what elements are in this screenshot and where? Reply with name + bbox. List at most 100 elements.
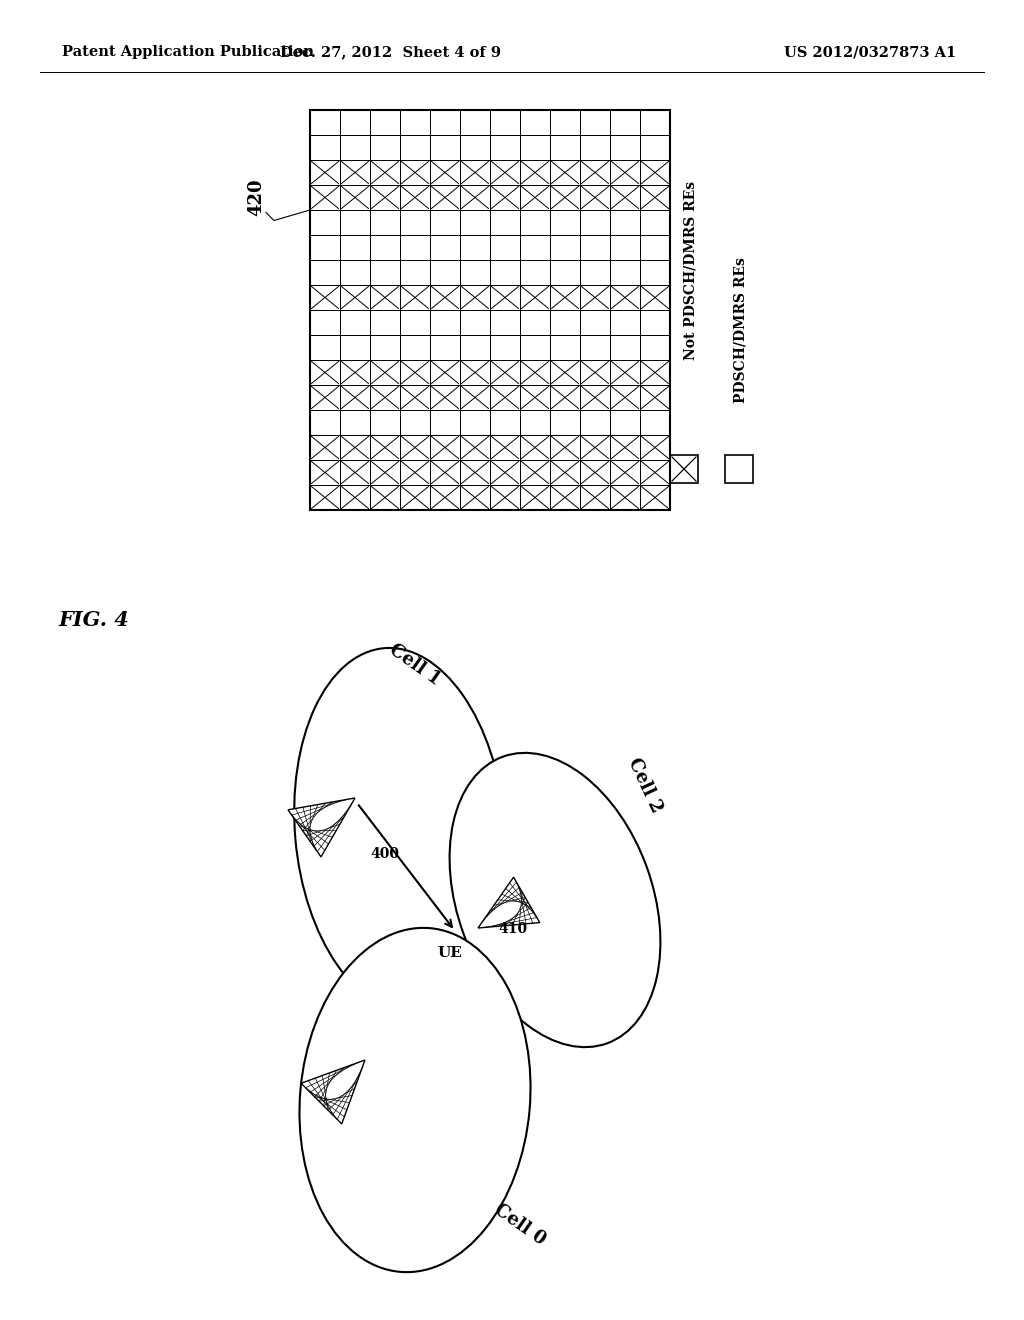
Bar	[310, 260, 340, 285]
Bar	[400, 335, 430, 360]
Bar	[640, 135, 670, 160]
Bar	[550, 135, 580, 160]
Text: Cell 1: Cell 1	[386, 642, 444, 689]
Bar	[340, 310, 370, 335]
Bar	[310, 436, 340, 459]
Bar	[520, 436, 550, 459]
Bar	[550, 411, 580, 436]
Bar	[490, 310, 520, 335]
Bar	[490, 411, 520, 436]
Bar	[610, 360, 640, 385]
Bar	[400, 484, 430, 510]
Bar	[460, 335, 490, 360]
Bar	[370, 110, 400, 135]
Bar	[580, 210, 610, 235]
Bar	[430, 160, 460, 185]
Bar	[580, 135, 610, 160]
Bar	[640, 110, 670, 135]
Bar	[640, 185, 670, 210]
Bar	[370, 335, 400, 360]
Bar	[520, 110, 550, 135]
Bar	[460, 436, 490, 459]
Bar	[580, 385, 610, 411]
Bar	[370, 411, 400, 436]
Bar	[370, 436, 400, 459]
Bar	[580, 484, 610, 510]
Bar	[460, 411, 490, 436]
Bar	[370, 484, 400, 510]
Bar	[610, 285, 640, 310]
Bar	[460, 260, 490, 285]
Bar	[550, 260, 580, 285]
Bar	[550, 185, 580, 210]
Bar	[460, 235, 490, 260]
Bar	[640, 210, 670, 235]
Bar	[610, 235, 640, 260]
Bar	[430, 185, 460, 210]
Bar	[550, 484, 580, 510]
Bar	[640, 385, 670, 411]
Bar	[490, 285, 520, 310]
Bar	[370, 360, 400, 385]
Bar	[490, 110, 520, 135]
Bar	[400, 360, 430, 385]
Bar	[550, 436, 580, 459]
Bar	[400, 310, 430, 335]
Bar	[310, 110, 340, 135]
Bar	[460, 385, 490, 411]
Ellipse shape	[299, 928, 530, 1272]
Bar	[490, 385, 520, 411]
Text: Patent Application Publication: Patent Application Publication	[62, 45, 314, 59]
Bar	[520, 285, 550, 310]
Bar	[580, 436, 610, 459]
Bar	[460, 459, 490, 484]
Bar	[400, 110, 430, 135]
Bar	[400, 285, 430, 310]
Bar	[550, 385, 580, 411]
Bar	[520, 135, 550, 160]
Text: 420: 420	[247, 178, 265, 216]
Bar	[310, 484, 340, 510]
Bar	[340, 285, 370, 310]
Bar	[460, 484, 490, 510]
Bar	[580, 335, 610, 360]
Bar	[340, 360, 370, 385]
Ellipse shape	[294, 648, 506, 1012]
Bar	[370, 135, 400, 160]
Polygon shape	[478, 878, 540, 928]
Bar	[520, 310, 550, 335]
Bar	[550, 160, 580, 185]
Bar	[520, 260, 550, 285]
Bar	[370, 210, 400, 235]
Bar	[310, 235, 340, 260]
Bar	[520, 210, 550, 235]
Bar	[520, 385, 550, 411]
Bar	[610, 310, 640, 335]
Bar	[370, 285, 400, 310]
Bar	[370, 160, 400, 185]
Text: Dec. 27, 2012  Sheet 4 of 9: Dec. 27, 2012 Sheet 4 of 9	[280, 45, 501, 59]
Bar	[430, 310, 460, 335]
Bar	[580, 285, 610, 310]
Bar	[430, 210, 460, 235]
Bar	[490, 135, 520, 160]
Bar	[430, 360, 460, 385]
Bar	[725, 455, 753, 483]
Bar	[550, 459, 580, 484]
Bar	[310, 411, 340, 436]
Text: Cell 0: Cell 0	[490, 1201, 549, 1249]
Bar	[340, 411, 370, 436]
Bar	[310, 185, 340, 210]
Bar	[490, 436, 520, 459]
Bar	[550, 335, 580, 360]
Bar	[640, 335, 670, 360]
Bar	[310, 285, 340, 310]
Bar	[520, 235, 550, 260]
Bar	[310, 459, 340, 484]
Bar	[310, 310, 340, 335]
Bar	[610, 260, 640, 285]
Bar	[640, 436, 670, 459]
Bar	[340, 135, 370, 160]
Bar	[610, 484, 640, 510]
Bar	[340, 436, 370, 459]
